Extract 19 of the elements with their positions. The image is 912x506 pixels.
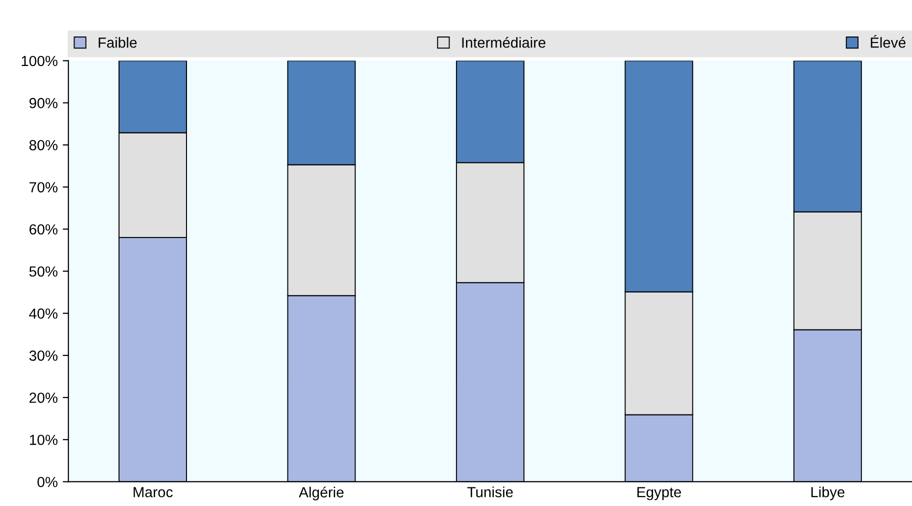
y-tick-label: 30% — [29, 350, 58, 361]
y-tick-label: 0% — [37, 476, 58, 488]
y-tick-label: 70% — [30, 182, 58, 192]
x-tick-label: Libye — [811, 486, 844, 500]
x-tick-label: Maroc — [134, 487, 173, 498]
legend-label: Élevé — [870, 35, 906, 48]
y-tick-label: 90% — [29, 98, 58, 108]
y-tick-label: 50% — [29, 266, 58, 277]
x-tick-label: Tunisie — [467, 486, 513, 498]
y-tick-label: 20% — [30, 392, 58, 403]
y-tick-label: 10% — [30, 434, 58, 446]
y-tick-label: 100% — [22, 56, 58, 66]
x-tick-label: Egypte — [637, 487, 681, 500]
y-tick-label: 40% — [29, 308, 58, 319]
x-tick-label: Algérie — [298, 486, 344, 500]
y-tick-label: 80% — [29, 140, 58, 150]
legend-label: Faible — [98, 37, 137, 48]
y-tick-label: 60% — [30, 224, 58, 235]
legend-label: Intermédiaire — [462, 36, 546, 48]
